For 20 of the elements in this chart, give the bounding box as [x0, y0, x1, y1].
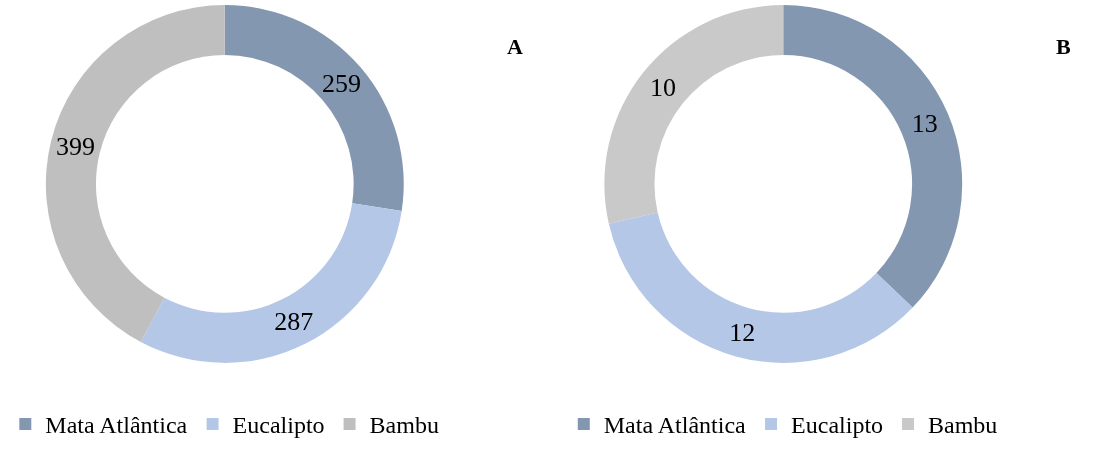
donut-slice: [224, 5, 404, 211]
data-label: 10: [649, 73, 676, 103]
legend-label: Mata Atlântica: [45, 412, 188, 439]
donut-slice: [608, 212, 913, 363]
legend-label: Bambu: [928, 412, 998, 439]
data-label: 12: [729, 317, 756, 347]
data-label: 287: [274, 306, 314, 336]
text: A: [507, 34, 523, 59]
legend-label: Bambu: [369, 412, 439, 439]
data-label: 399: [55, 132, 95, 162]
legend-label: Eucalipto: [232, 412, 325, 439]
donut-slice: [604, 5, 784, 224]
legend-label: Mata Atlântica: [603, 412, 747, 439]
donut-slice: [46, 5, 225, 342]
data-label: 13: [911, 108, 938, 138]
donut-slice: [140, 203, 402, 363]
text: B: [1056, 34, 1071, 59]
data-label: 259: [322, 69, 362, 99]
donut-slice: [783, 5, 963, 308]
legend-label: Eucalipto: [791, 412, 884, 439]
